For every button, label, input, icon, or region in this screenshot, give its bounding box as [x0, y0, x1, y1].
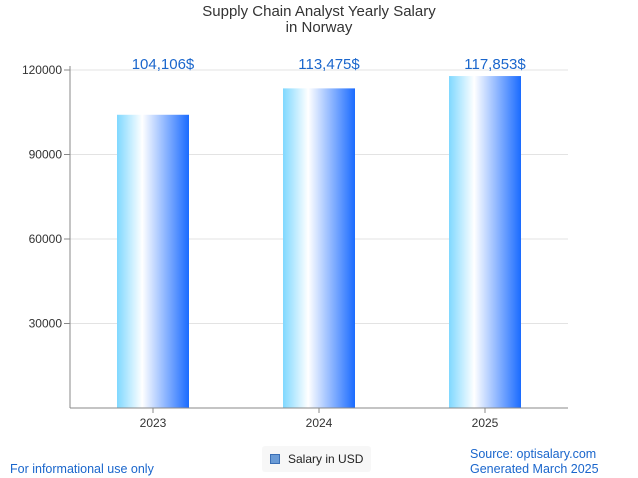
bar-2024[interactable]	[283, 88, 355, 408]
legend-swatch	[270, 454, 280, 464]
y-tick-label: 60000	[29, 232, 63, 246]
value-label-2025: 117,853$	[464, 56, 526, 73]
y-tick-label: 30000	[29, 317, 63, 331]
chart-title-line2: in Norway	[285, 19, 353, 36]
legend-label: Salary in USD	[288, 452, 364, 466]
value-label-2023: 104,106$	[132, 56, 195, 73]
labels: 30000 60000 90000 120000 104,106$ 2023 113,475…	[22, 56, 526, 430]
footer-source[interactable]: Source: optisalary.com	[470, 447, 597, 461]
axes	[64, 66, 568, 413]
x-tick-label-2023: 2023	[140, 416, 167, 430]
bars	[117, 76, 521, 408]
value-label-2024: 113,475$	[298, 56, 360, 73]
legend[interactable]: Salary in USD	[262, 446, 372, 472]
y-tick-label: 90000	[29, 148, 63, 162]
bar-2023[interactable]	[117, 114, 189, 408]
x-tick-label-2024: 2024	[306, 416, 333, 430]
x-tick-label-2025: 2025	[472, 416, 499, 430]
footer-generated: Generated March 2025	[470, 462, 599, 476]
y-tick-label: 120000	[22, 63, 62, 77]
chart-title-line1: Supply Chain Analyst Yearly Salary	[202, 3, 436, 20]
bar-2025[interactable]	[449, 76, 521, 408]
footer-note: For informational use only	[10, 462, 154, 476]
